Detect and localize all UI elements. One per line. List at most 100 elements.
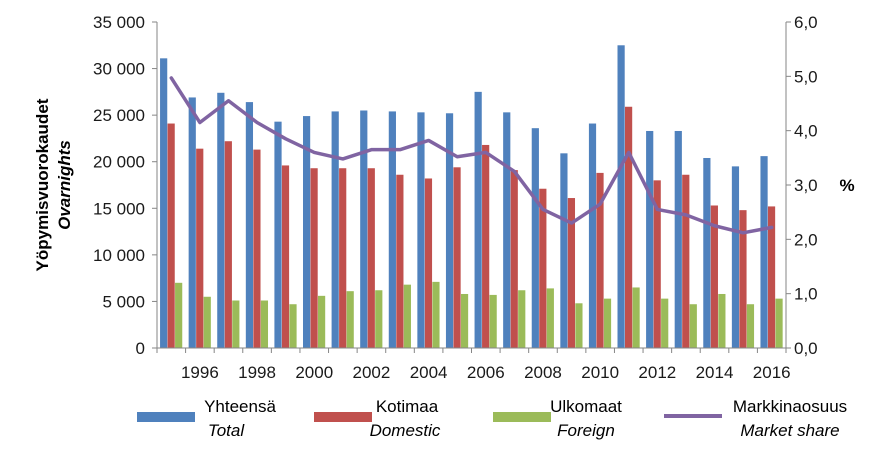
market-share-line xyxy=(169,76,774,235)
bar-domestic-2014 xyxy=(710,205,718,348)
bar-foreign-2011 xyxy=(632,287,640,348)
bar-domestic-2008 xyxy=(539,188,547,348)
right-tick-label: 4,0 xyxy=(794,122,818,141)
bar-total-2001 xyxy=(331,111,339,348)
bar-foreign-2000 xyxy=(318,295,326,348)
bar-total-2012 xyxy=(646,130,654,348)
bar-domestic-2010 xyxy=(596,172,604,348)
legend-swatch-foreign xyxy=(493,412,551,422)
bar-total-2000 xyxy=(303,116,311,348)
bar-total-1998 xyxy=(245,102,254,348)
bar-domestic-2007 xyxy=(510,170,518,348)
line-layer xyxy=(169,76,774,235)
bar-domestic-2011 xyxy=(625,106,633,348)
bar-foreign-2004 xyxy=(432,281,440,348)
bar-total-1997 xyxy=(217,92,225,348)
left-tick-label: 25 000 xyxy=(93,106,145,125)
bar-foreign-1998 xyxy=(260,300,269,348)
left-tick-label: 5 000 xyxy=(102,292,145,311)
bar-total-2014 xyxy=(703,157,711,348)
bar-domestic-2005 xyxy=(453,167,461,348)
bar-foreign-1996 xyxy=(203,296,211,348)
bar-domestic-1997 xyxy=(224,141,232,348)
bar-foreign-2002 xyxy=(375,290,383,348)
x-tick-label: 2014 xyxy=(696,363,734,382)
bar-foreign-2013 xyxy=(689,304,697,348)
legend-swatch-domestic xyxy=(314,412,372,422)
bar-domestic-2002 xyxy=(367,168,375,348)
bar-total-2015 xyxy=(731,166,740,348)
left-tick-label: 10 000 xyxy=(93,246,145,265)
left-tick-label: 0 xyxy=(136,339,145,358)
legend-item-market-share: Markkinaosuus Market share xyxy=(664,397,847,440)
bar-total-2013 xyxy=(674,130,682,348)
bar-domestic-2006 xyxy=(482,144,490,348)
x-tick-label: 2012 xyxy=(638,363,676,382)
bar-foreign-2007 xyxy=(518,290,526,348)
x-tick-label: 2010 xyxy=(581,363,619,382)
x-tick-label: 2004 xyxy=(410,363,448,382)
bar-foreign-2008 xyxy=(546,288,554,348)
right-tick-label: 1,0 xyxy=(794,285,818,304)
bar-total-2007 xyxy=(503,112,511,348)
bar-foreign-2012 xyxy=(661,298,669,348)
left-tick-label: 20 000 xyxy=(93,153,145,172)
bar-total-1996 xyxy=(188,97,196,348)
bar-foreign-2006 xyxy=(489,294,497,348)
bar-total-1995 xyxy=(160,58,168,348)
bar-foreign-2010 xyxy=(603,298,612,348)
right-tick-label: 3,0 xyxy=(794,176,818,195)
bar-foreign-2003 xyxy=(403,284,411,348)
bar-domestic-2003 xyxy=(396,174,404,348)
bar-foreign-2009 xyxy=(575,303,583,348)
bar-foreign-2014 xyxy=(718,293,726,348)
bar-foreign-2001 xyxy=(346,291,354,348)
bar-total-2006 xyxy=(474,91,482,349)
bar-foreign-2015 xyxy=(746,304,755,348)
bar-total-2008 xyxy=(531,128,539,348)
bars-layer xyxy=(160,45,783,349)
bar-domestic-2000 xyxy=(310,168,318,348)
left-tick-label: 30 000 xyxy=(93,60,145,79)
x-tick-label: 1996 xyxy=(181,363,219,382)
x-tick-label: 2000 xyxy=(295,363,333,382)
bar-foreign-1995 xyxy=(175,282,183,348)
bar-domestic-1995 xyxy=(167,123,175,348)
legend: Yhteensä Total Kotimaa Domestic Ulkomaat… xyxy=(137,397,847,440)
legend-label-market-share-en: Market share xyxy=(740,421,839,440)
bar-domestic-2016 xyxy=(767,206,776,348)
left-tick-label: 35 000 xyxy=(93,13,145,32)
bar-domestic-1996 xyxy=(196,148,204,348)
x-tick-label: 2008 xyxy=(524,363,562,382)
bar-domestic-2001 xyxy=(339,168,347,348)
bar-foreign-1999 xyxy=(289,304,297,348)
legend-label-domestic-en: Domestic xyxy=(370,421,441,440)
x-tick-label: 1998 xyxy=(238,363,276,382)
bar-domestic-2013 xyxy=(682,174,690,348)
bar-domestic-2004 xyxy=(424,178,433,348)
bar-foreign-2016 xyxy=(775,298,783,348)
bar-total-2010 xyxy=(588,123,597,348)
bar-domestic-2012 xyxy=(653,180,661,348)
right-tick-label: 0,0 xyxy=(794,339,818,358)
bar-total-2004 xyxy=(417,112,425,348)
bar-total-2009 xyxy=(560,153,568,348)
bar-domestic-1999 xyxy=(281,165,290,348)
legend-item-foreign: Ulkomaat Foreign xyxy=(493,397,622,440)
left-axis-title: Yöpymisvuorokaudet xyxy=(33,98,52,271)
left-axis-title-en: Ovarnights xyxy=(55,140,74,230)
ticks-layer: 0 5 000 10 000 15 000 20 000 25 000 30 000 35 0… xyxy=(93,13,818,382)
legend-label-market-share: Markkinaosuus xyxy=(733,397,847,416)
bar-foreign-1997 xyxy=(232,300,240,348)
right-tick-label: 2,0 xyxy=(794,230,818,249)
legend-label-total: Yhteensä xyxy=(204,397,276,416)
legend-label-foreign-en: Foreign xyxy=(557,421,615,440)
legend-item-total: Yhteensä Total xyxy=(137,397,276,440)
legend-label-foreign: Ulkomaat xyxy=(550,397,622,416)
bar-total-2011 xyxy=(617,45,625,348)
legend-swatch-total xyxy=(137,412,195,422)
bar-foreign-2005 xyxy=(460,293,469,348)
legend-item-domestic: Kotimaa Domestic xyxy=(314,397,441,440)
bar-total-2003 xyxy=(388,111,396,348)
bar-domestic-1998 xyxy=(253,149,261,348)
